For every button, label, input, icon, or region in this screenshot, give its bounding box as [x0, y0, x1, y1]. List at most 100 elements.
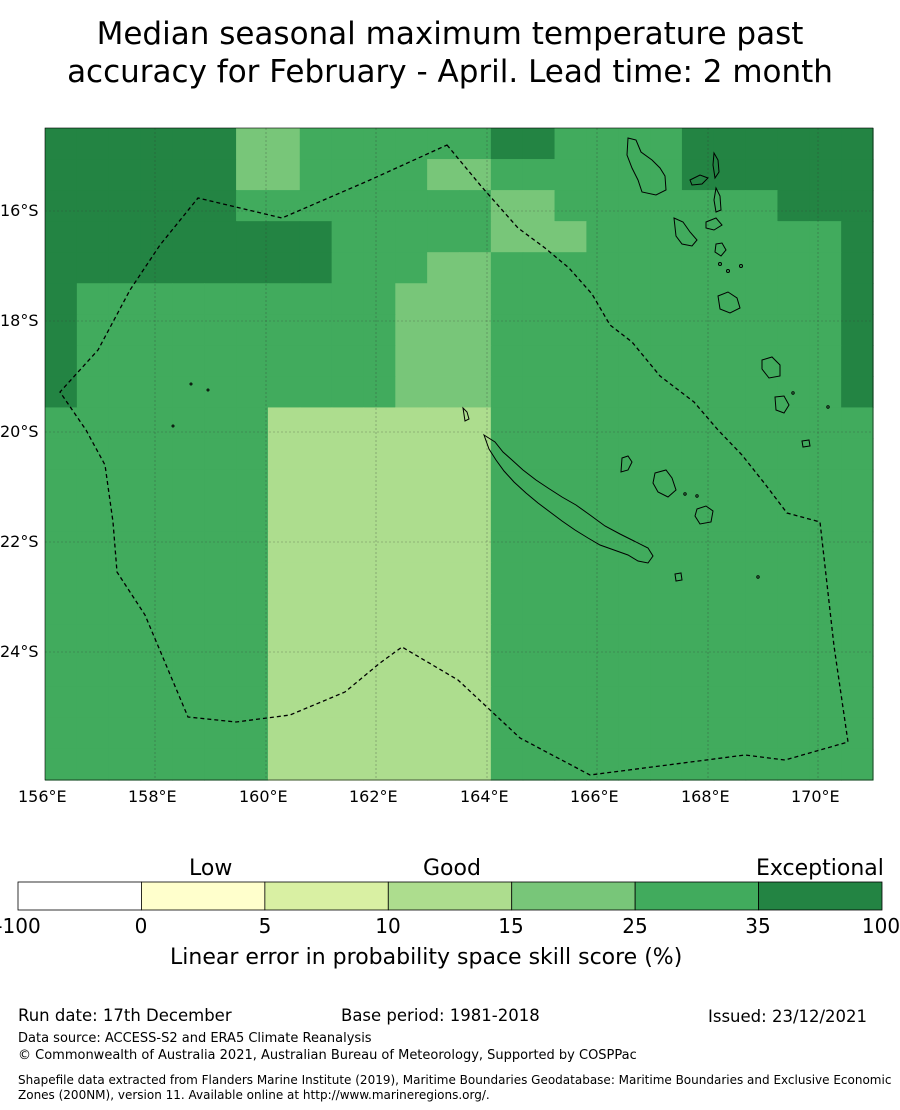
map-cell	[204, 128, 237, 160]
map-cell	[331, 655, 365, 688]
map-cell	[459, 469, 492, 502]
map-cell	[172, 345, 205, 377]
map-cell	[650, 128, 683, 160]
map-cell	[809, 748, 842, 781]
map-cell	[395, 500, 428, 533]
map-cell	[427, 159, 460, 191]
map-cell	[267, 190, 301, 222]
map-cell	[522, 128, 556, 160]
island-ambae	[689, 174, 709, 186]
map-cell	[331, 345, 365, 377]
map-cell	[745, 562, 779, 595]
map-cell	[331, 376, 365, 409]
map-cell	[681, 376, 715, 409]
map-cell	[363, 314, 396, 346]
map-cell	[267, 221, 301, 253]
lat-label-20s: 20°S	[0, 422, 39, 441]
map-cell	[108, 686, 142, 719]
map-cell	[395, 655, 428, 688]
map-cell	[459, 376, 492, 409]
map-cell	[745, 438, 779, 471]
map-cell	[777, 128, 810, 160]
map-cell	[267, 376, 301, 409]
map-cell	[45, 314, 78, 346]
colorbar-category-low: Low	[189, 856, 233, 881]
map-cell	[236, 438, 269, 471]
map-cell	[236, 376, 269, 409]
map-cell	[586, 624, 619, 657]
map-cell	[363, 655, 396, 688]
map-cell	[777, 531, 810, 564]
island-small-2	[726, 269, 730, 273]
map-cell	[363, 531, 396, 564]
map-cell	[490, 345, 524, 377]
map-cell	[236, 221, 269, 253]
colorbar-segment	[634, 881, 759, 911]
map-cell	[650, 221, 683, 253]
map-cell	[363, 438, 396, 471]
lon-label-168e: 168°E	[681, 787, 730, 806]
map-cell	[777, 500, 810, 533]
map-cell	[267, 593, 301, 626]
map-cell	[427, 717, 460, 750]
map-cell	[267, 748, 301, 781]
map-cell	[331, 686, 365, 719]
map-cell	[140, 655, 173, 688]
map-cell	[236, 531, 269, 564]
map-cell	[586, 159, 619, 191]
map-cell	[267, 159, 301, 191]
map-cell	[713, 593, 747, 626]
map-cell	[140, 593, 173, 626]
map-cell	[586, 593, 619, 626]
map-cell	[395, 159, 428, 191]
island-small-9	[189, 382, 193, 386]
map-cell	[140, 376, 173, 409]
map-cell	[745, 221, 779, 253]
map-cell	[681, 221, 715, 253]
map-cell	[204, 376, 237, 409]
map-cell	[140, 531, 173, 564]
map-cell	[172, 314, 205, 346]
map-cell	[267, 407, 301, 440]
map-cell	[45, 438, 78, 471]
map-cell	[777, 469, 810, 502]
map-cell	[841, 376, 874, 409]
map-cell	[172, 531, 205, 564]
map-cell	[140, 717, 173, 750]
map-cell	[650, 283, 683, 315]
map-cell	[395, 562, 428, 595]
map-cell	[586, 314, 619, 346]
map-cell	[427, 686, 460, 719]
map-cell	[267, 314, 301, 346]
map-cell	[331, 562, 365, 595]
map-cell	[841, 748, 874, 781]
map-cell	[841, 438, 874, 471]
map-cell	[172, 376, 205, 409]
map-cell	[459, 531, 492, 564]
map-cell	[204, 438, 237, 471]
map-cell	[140, 407, 173, 440]
map-cell	[172, 624, 205, 657]
map-cell	[45, 376, 78, 409]
lat-label-22s: 22°S	[0, 532, 39, 551]
map-cell	[267, 128, 301, 160]
skill-score-grid	[45, 128, 874, 781]
island-small-7	[695, 494, 699, 498]
map-cell	[745, 686, 779, 719]
map-cell	[777, 624, 810, 657]
map-cell	[618, 624, 651, 657]
map-cell	[236, 500, 269, 533]
map-cell	[236, 748, 269, 781]
island-belep	[462, 406, 470, 422]
map-cell	[522, 562, 556, 595]
map-cell	[363, 562, 396, 595]
map-cell	[522, 438, 556, 471]
map-cell	[713, 283, 747, 315]
map-cell	[490, 624, 524, 657]
map-cell	[172, 593, 205, 626]
map-cell	[586, 128, 619, 160]
map-cell	[204, 283, 237, 315]
map-cell	[331, 190, 365, 222]
map-cell	[204, 159, 237, 191]
lon-label-158e: 158°E	[128, 787, 177, 806]
